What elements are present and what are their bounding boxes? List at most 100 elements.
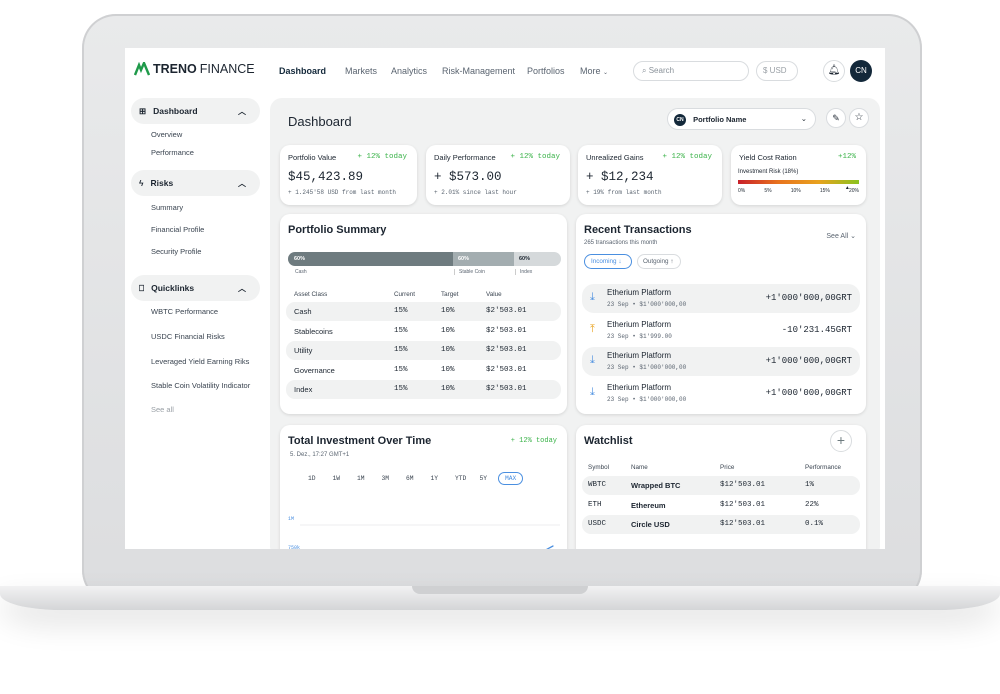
sidebar-item-financial-profile[interactable]: Financial Profile (151, 225, 205, 234)
quicklink-leveraged[interactable]: Leveraged Yield Earning Riks (151, 357, 250, 366)
range-3m[interactable]: 3M (381, 475, 390, 482)
transaction-sub: 23 Sep • $1'000'000,00 (607, 301, 687, 308)
sidebar-item-security-profile[interactable]: Security Profile (151, 247, 202, 256)
range-1w[interactable]: 1W (332, 475, 341, 482)
chevron-up-icon: ︿ (238, 283, 246, 293)
table-cell: 15% (394, 326, 408, 335)
watchlist-row[interactable]: ETH Ethereum $12'503.01 22% (582, 496, 860, 515)
kpi-title: Daily Performance (434, 153, 496, 162)
table-row[interactable]: Stablecoins 15% 10% $2'503.01 (286, 322, 561, 341)
transaction-amount: -10'231.45GRT (781, 324, 852, 335)
table-cell: 15% (394, 365, 408, 374)
table-row[interactable]: Index 15% 10% $2'503.01 (286, 380, 561, 399)
sidebar-section-risks[interactable]: ϟ Risks ︿ (131, 170, 260, 196)
favorite-button[interactable]: ☆ (849, 108, 869, 128)
filter-outgoing[interactable]: Outgoing ↑ (637, 254, 681, 269)
quicklink-wbtc[interactable]: WBTC Performance (151, 307, 219, 316)
laptop-notch (412, 586, 588, 594)
notifications-button[interactable]: 🔔︎ (823, 60, 845, 82)
card-title: Watchlist (584, 435, 633, 447)
chart-delta: + 12% today (510, 437, 557, 445)
range-1m[interactable]: 1M (357, 475, 365, 482)
card-title: Portfolio Summary (288, 224, 387, 236)
avatar[interactable]: CN (850, 60, 872, 82)
kpi-sub: + 1.245'58 USD from last month (288, 189, 397, 196)
transaction-row[interactable]: ⤓ Etherium Platform 23 Sep • $1'000'000,00… (582, 284, 860, 313)
risk-tick: 15% (819, 188, 830, 194)
nav-analytics[interactable]: Analytics (391, 66, 428, 76)
quicklink-usdc[interactable]: USDC Financial Risks (151, 332, 225, 341)
range-max[interactable]: MAX (498, 472, 524, 485)
table-cell: 15% (394, 385, 408, 393)
filter-label: Outgoing (643, 258, 669, 265)
arrow-up-icon: ↑ (670, 258, 674, 265)
edit-button[interactable]: ✎ (826, 108, 846, 128)
nav-portfolios[interactable]: Portfolios (527, 66, 565, 76)
transaction-sub: 23 Sep • $1'999.00 (607, 332, 672, 340)
kpi-title: Portfolio Value (288, 153, 337, 162)
nav-markets[interactable]: Markets (345, 66, 378, 76)
range-1y[interactable]: 1Y (430, 475, 439, 482)
transaction-row[interactable]: ⤓ Etherium Platform 23 Sep • $1'000'000,00… (582, 347, 860, 376)
allocation-label: Index (515, 269, 532, 275)
transactions-count: 265 transactions this month (584, 240, 658, 246)
table-cell: USDC (588, 520, 607, 528)
table-cell: 15% (394, 307, 408, 315)
add-watchlist-button[interactable]: + (830, 430, 852, 452)
download-icon: ⤓ (590, 291, 595, 303)
sidebar-section-dashboard[interactable]: ⊞ Dashboard ︿ (131, 98, 260, 124)
allocation-label: Stable Coin (454, 269, 485, 275)
filter-incoming[interactable]: Incoming ↓ (584, 254, 632, 269)
column-header: Price (720, 464, 735, 471)
nav-dashboard[interactable]: Dashboard (279, 66, 327, 76)
logo-light: FINANCE (199, 62, 255, 76)
nav-risk-management[interactable]: Risk-Management (442, 66, 516, 76)
sidebar-item-overview[interactable]: Overview (151, 130, 183, 139)
kpi-value: $45,423.89 (288, 170, 364, 184)
watchlist-row[interactable]: WBTC Wrapped BTC $12'503.01 1% (582, 476, 860, 495)
column-header: Current (394, 291, 415, 298)
search-icon: ⌕ (642, 66, 647, 75)
see-all-link[interactable]: See All ⌄ (826, 233, 856, 240)
risk-ticks: 0% 5% 10% 15% 20% (738, 188, 859, 194)
sidebar-section-quicklinks[interactable]: ⎕ Quicklinks ︿ (131, 275, 260, 301)
search-input[interactable]: ⌕ Search (633, 61, 749, 81)
series-line (546, 545, 554, 549)
nav-more[interactable]: More ⌄ (580, 66, 608, 76)
range-ytd[interactable]: YTD (455, 475, 467, 482)
risk-gradient-bar (738, 180, 859, 184)
quicklink-stablecoin[interactable]: Stable Coin Volatility Indicator (151, 381, 251, 390)
kpi-delta: + 12% today (357, 153, 407, 161)
y-tick-label: 750k (288, 545, 300, 549)
range-1d[interactable]: 1D (308, 475, 316, 482)
portfolio-summary-card: Portfolio Summary 60% 60% 60% Cash Stabl… (280, 214, 567, 414)
sidebar-item-performance[interactable]: Performance (151, 148, 194, 157)
transaction-row[interactable]: ⤓ Etherium Platform 23 Sep • $1'000'000,00… (582, 379, 860, 408)
table-cell: 22% (805, 500, 819, 509)
sidebar-see-all[interactable]: See all (151, 405, 174, 414)
range-5y[interactable]: 5Y (479, 475, 488, 482)
brand-logo[interactable]: TRENO FINANCE (134, 62, 255, 76)
filter-label: Incoming (591, 258, 617, 265)
line-chart: 1M 750k (288, 516, 560, 549)
column-header: Asset Class (294, 291, 328, 298)
card-title: Recent Transactions (584, 224, 692, 236)
column-header: Symbol (588, 464, 609, 471)
table-cell: Index (294, 385, 313, 394)
transaction-name: Etherium Platform (607, 351, 672, 360)
table-row[interactable]: Utility 15% 10% $2'503.01 (286, 341, 561, 360)
watchlist-row[interactable]: USDC Circle USD $12'503.01 0.1% (582, 515, 860, 534)
currency-select[interactable]: $ USD (756, 61, 798, 81)
kpi-yield-cost: Yield Cost Ration +12% Investment Risk (1… (731, 145, 866, 205)
transaction-name: Etherium Platform (607, 382, 672, 392)
sidebar-item-summary[interactable]: Summary (151, 203, 184, 212)
allocation-bar: 60% 60% 60% (288, 252, 561, 266)
kpi-daily-performance: Daily Performance + 12% today + $573.00 + … (426, 145, 570, 205)
portfolio-name: Portfolio Name (693, 114, 747, 124)
portfolio-select[interactable]: CN Portfolio Name ⌄ (667, 108, 816, 130)
table-cell: $2'503.01 (486, 385, 527, 393)
table-row[interactable]: Governance 15% 10% $2'503.01 (286, 361, 561, 380)
table-row[interactable]: Cash 15% 10% $2'503.01 (286, 302, 561, 321)
range-6m[interactable]: 6M (406, 475, 414, 482)
transaction-row[interactable]: ⤒ Etherium Platform 23 Sep • $1'999.00 -10'… (582, 316, 860, 345)
